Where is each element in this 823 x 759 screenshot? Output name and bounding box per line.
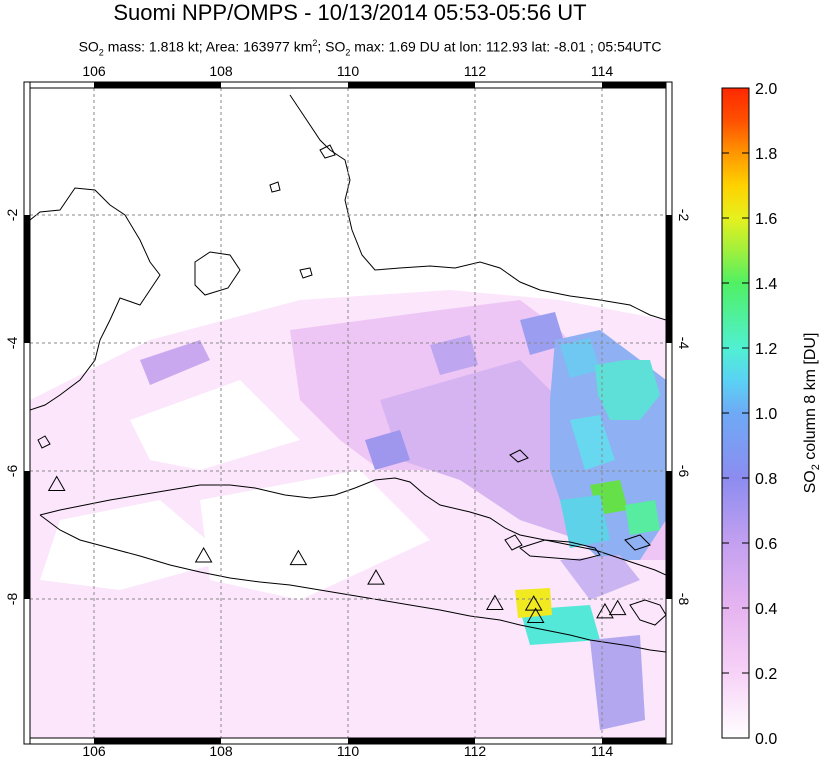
so2-gap [130, 380, 300, 470]
so2-cell [560, 555, 640, 600]
area-sup: 2 [312, 38, 318, 48]
colorbar-tick-label: 1.2 [755, 341, 777, 358]
frame-inner [29, 87, 667, 739]
subtitle: SO2 mass: 1.818 kt; Area: 163977 km2; SO… [0, 34, 740, 61]
java-south-coast [39, 514, 666, 653]
bawean-island [509, 449, 529, 463]
so2-cell [430, 335, 478, 375]
madura-island [518, 539, 601, 561]
page-title: Suomi NPP/OMPS - 10/13/2014 05:53-05:56 … [113, 0, 587, 25]
max-text: max: 1.69 DU at lon: 112.93 lat: -8.01 ;… [350, 38, 662, 55]
lat-tick-left: -6 [4, 465, 20, 478]
colorbar-tick-label: 1.4 [755, 276, 777, 293]
triangle-outline-icon [289, 549, 308, 566]
triangle-outline-icon [524, 595, 543, 611]
lat-tick-right: -2 [676, 209, 692, 222]
colorbar-tick-label: 1.8 [755, 146, 777, 163]
so2-cell [590, 635, 645, 730]
mass-text: mass: 1.818 kt; Area: 163977 km [103, 38, 313, 55]
lat-tick-left: -4 [4, 337, 20, 350]
bangka-island [194, 251, 241, 296]
so2-max-cell [515, 588, 552, 618]
triangle-outline-icon [526, 607, 545, 623]
lon-tick-bottom: 106 [82, 743, 106, 759]
volcano-markers [47, 475, 627, 623]
colorbar-tick-label: 0.2 [755, 666, 777, 683]
triangle-outline-icon [367, 569, 385, 585]
colorbar-tick-label: 0.0 [755, 731, 777, 748]
kangean-island [624, 534, 651, 551]
colorbar: 0.0 0.2 0.4 0.6 0.8 1.0 1.2 1.4 1.6 1.8 2.0 SO2 co… [721, 81, 822, 748]
triangle-outline-icon [486, 594, 504, 610]
frame-right [665, 81, 673, 745]
triangle-outline-icon [608, 599, 627, 616]
gridlines [30, 88, 666, 738]
colorbar-tick-label: 1.6 [755, 211, 777, 228]
coastlines [30, 94, 666, 653]
sumatra-coast [30, 187, 161, 411]
mass-label: SO [78, 38, 99, 55]
so2-sub: 2 [98, 47, 104, 58]
map-frame [23, 81, 673, 745]
so2-cell [595, 360, 660, 420]
lat-tick-right: -4 [676, 337, 692, 350]
borneo-coast [289, 94, 666, 321]
bali-island [629, 599, 666, 626]
so2-cell [570, 415, 615, 470]
lon-tick-top: 112 [464, 63, 487, 79]
lat-tick-right: -8 [676, 593, 692, 606]
triangle-outline-icon [596, 602, 614, 619]
so2-sub-2: 2 [345, 47, 351, 58]
frame-bottom-bar [348, 738, 475, 744]
lon-tick-top: 108 [209, 63, 233, 79]
colorbar-tick-label: 1.0 [755, 406, 777, 423]
frame-right-bar [666, 471, 672, 599]
colorbar-label: SO2 column 8 km [DU] [802, 333, 822, 494]
frame-left-bar [24, 215, 30, 343]
frame-top-bar [602, 82, 666, 88]
frame-bottom-bar [94, 738, 221, 744]
lat-tick-left: -8 [4, 593, 20, 606]
small-island [319, 144, 336, 159]
frame-top-bar [348, 82, 475, 88]
lon-tick-top: 106 [82, 63, 106, 79]
frame-left-bar [24, 471, 30, 599]
small-island [504, 534, 523, 551]
small-island [37, 435, 51, 449]
lon-tick-bottom: 112 [464, 743, 487, 759]
frame-left [23, 81, 31, 745]
colorbar-tick-label: 0.6 [755, 536, 777, 553]
so2-cell [560, 495, 610, 548]
lon-tick-top: 110 [337, 63, 360, 79]
triangle-outline-icon [194, 546, 213, 563]
colorbar-tick-label: 0.8 [755, 471, 777, 488]
so2-cell [625, 500, 660, 535]
frame-bottom-bar [602, 738, 666, 744]
colorbar-tick-label: 0.4 [755, 601, 777, 618]
lon-tick-bottom: 110 [337, 743, 360, 759]
lat-tick-right: -6 [676, 465, 692, 478]
frame-right-bar [666, 215, 672, 343]
so2-cell [365, 430, 410, 470]
colorbar-tick-label: 2.0 [755, 81, 777, 98]
lon-tick-bottom: 114 [591, 743, 614, 759]
max-label: ; SO [317, 38, 346, 55]
lat-tick-left: -2 [4, 209, 20, 222]
tick-labels: 106 108 110 112 114 106 108 110 112 114 … [4, 63, 692, 759]
small-island [269, 181, 281, 193]
so2-gap [200, 470, 430, 600]
so2-cell [520, 312, 565, 355]
triangle-outline-icon [47, 475, 66, 491]
lon-tick-top: 114 [591, 63, 614, 79]
so2-cell [560, 338, 600, 378]
so2-cell [140, 340, 210, 385]
belitung-island [299, 267, 313, 279]
lon-tick-bottom: 108 [209, 743, 233, 759]
frame-top-bar [94, 82, 221, 88]
